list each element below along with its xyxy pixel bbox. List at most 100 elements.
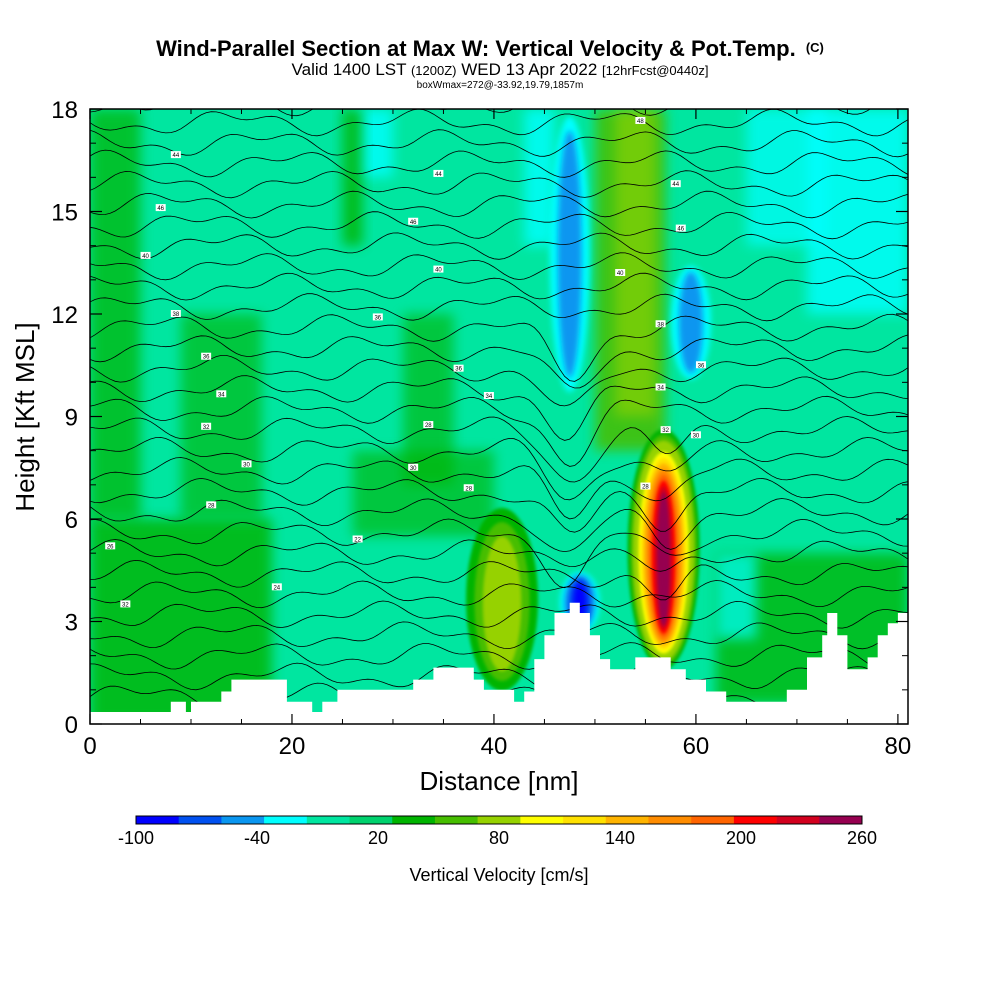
isentrope-label: 44 [172, 153, 179, 159]
isentrope-label-bg [271, 583, 282, 591]
x-tick-label: 0 [83, 733, 96, 760]
colorbar-tick-label: 260 [847, 828, 877, 848]
x-axis: 0 20 40 60 80 [83, 109, 911, 760]
colorbar-swatch [520, 816, 564, 824]
isentrope-line [90, 642, 908, 670]
isentrope-line [90, 477, 908, 533]
isentrope-label: 46 [410, 220, 417, 226]
isentrope-label: 48 [637, 119, 644, 125]
isentrope-line [90, 436, 908, 501]
isentrope-label-bg [372, 313, 383, 321]
isentrope-label: 46 [157, 206, 164, 212]
colorbar-swatch [691, 816, 735, 824]
isentrope-label-bg [433, 169, 444, 177]
isentrope-line [90, 232, 908, 260]
isentrope-label-bg [423, 421, 434, 429]
isentrope-label: 38 [657, 322, 664, 328]
isentrope-label-bg [352, 535, 363, 543]
plot-area: 44 46 40 38 36 34 32 30 28 26 32 24 22 36 44 46 40 36 28 34… [90, 109, 908, 724]
y-tick-label: 12 [51, 302, 78, 329]
isentrope-label: 24 [273, 585, 280, 591]
isentrope-line [90, 559, 908, 601]
isentrope-line [90, 580, 908, 609]
isentrope-label-bg [201, 352, 212, 360]
isentrope-label-bg [105, 542, 116, 550]
colorbar-swatch [477, 816, 521, 824]
isentrope-line [90, 129, 908, 158]
isentrope-label-bg [695, 361, 706, 369]
isentrope-label-bg [670, 180, 681, 188]
isentrope-label-bg [170, 151, 181, 159]
field-region-7 [746, 109, 828, 246]
y-tick-label: 3 [65, 610, 78, 637]
isentrope-labels: 44 46 40 38 36 34 32 30 28 26 32 24 22 36 44 46 40 36 28 34… [105, 116, 706, 608]
isentrope-label: 44 [435, 172, 442, 178]
colorbar-swatch [264, 816, 308, 824]
updraft-1-level-12 [660, 497, 668, 622]
colorbar-swatch [776, 816, 820, 824]
colorbar-tick-label: 80 [489, 828, 509, 848]
isentrope-label-bg [483, 392, 494, 399]
isentrope-line [90, 600, 908, 629]
colorbar-tick-label: 20 [368, 828, 388, 848]
isentrope-label-bg [216, 390, 227, 398]
isentrope-label-bg [635, 116, 646, 124]
isentrope-label-bg [408, 463, 419, 471]
isentrope-label: 28 [425, 423, 432, 429]
isentrope-line [90, 252, 908, 281]
isentrope-label: 36 [203, 355, 210, 361]
colorbar-tick-label: 200 [726, 828, 756, 848]
valid-prefix: Valid 1400 LST [292, 60, 407, 79]
isentrope-label-bg [463, 484, 474, 492]
colorbar-title: Vertical Velocity [cm/s] [409, 865, 588, 885]
isentrope-label-bg [155, 204, 166, 212]
isentrope-label: 34 [218, 392, 225, 398]
updraft-0-level-3 [491, 550, 513, 662]
colorbar-swatch [648, 816, 692, 824]
isentrope-label: 30 [693, 433, 700, 439]
isentrope-label: 32 [662, 428, 669, 434]
isentrope-line [90, 498, 908, 553]
isentrope-label: 28 [642, 485, 649, 491]
isentrope-line [90, 170, 908, 199]
valid-zulu: (1200Z) [411, 63, 457, 78]
valid-date: WED 13 Apr 2022 [461, 60, 597, 79]
isentrope-line [90, 395, 908, 467]
y-tick-label: 0 [65, 712, 78, 739]
isentrope-label: 30 [243, 462, 250, 468]
isentrope-line [90, 211, 908, 240]
isentrope-label-bg [615, 269, 626, 276]
isentrope-line [90, 355, 908, 407]
downdraft-0-level-1 [557, 130, 582, 378]
isentrope-label-bg [660, 426, 671, 434]
colorbar-swatch [733, 816, 777, 824]
colorbar-swatch [434, 816, 478, 824]
isentrope-label: 36 [698, 363, 705, 369]
isentrope-label: 26 [107, 544, 114, 550]
isentrope-label-bg [453, 364, 464, 372]
colorbar-tick-label: -100 [118, 828, 154, 848]
isentrope-label-bg [120, 600, 131, 608]
colorbar-swatch [178, 816, 222, 824]
isentrope-line [90, 416, 908, 483]
y-tick-label: 18 [51, 97, 78, 124]
valid-fcst: [12hrFcst@0440z] [602, 63, 708, 78]
isentrope-line [90, 375, 908, 441]
isentrope-label-bg [675, 224, 686, 232]
colorbar-swatch [306, 816, 350, 824]
isentrope-label: 34 [657, 385, 664, 391]
isentrope-label: 46 [677, 227, 684, 233]
isentrope-label: 36 [374, 315, 381, 321]
isentrope-label: 40 [435, 268, 442, 274]
isentrope-label-bg [655, 320, 666, 328]
colorbar-frame [135, 815, 863, 825]
colorbar: -100 -40 20 80 140 200 260 [118, 815, 877, 848]
field-region-12 [615, 109, 656, 417]
isentrope-line [90, 662, 908, 691]
isentrope-line [90, 313, 908, 382]
colorbar-swatch [136, 816, 180, 824]
isentrope-line [90, 293, 908, 322]
isentrope-label: 44 [672, 182, 679, 188]
colorbar-swatch [819, 816, 863, 824]
